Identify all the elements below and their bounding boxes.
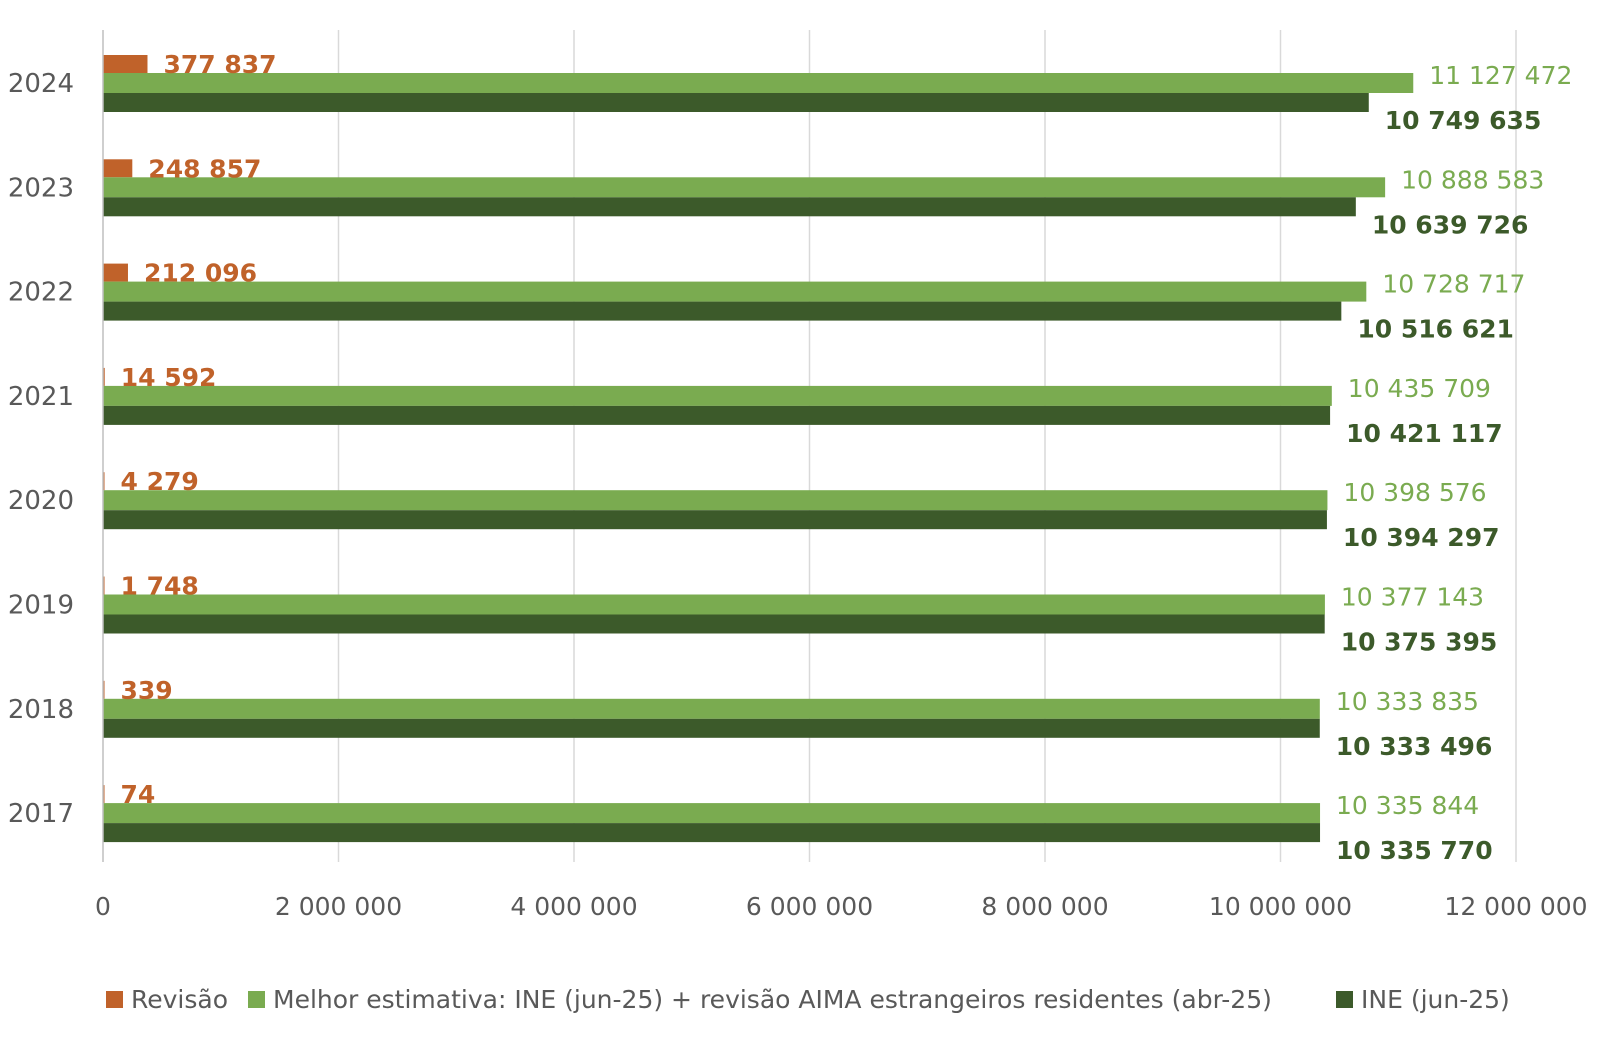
x-tick-label: 2 000 000 xyxy=(275,892,402,921)
data-label-revisao: 4 279 xyxy=(121,467,199,496)
bar-ine xyxy=(103,197,1356,217)
bar-ine xyxy=(103,510,1327,530)
data-label-ine: 10 516 621 xyxy=(1357,315,1514,344)
axes: 0 2 000 000 4 000 000 6 000 000 8 000 000 10 … xyxy=(8,30,1588,921)
data-label-melhor-estimativa: 10 333 835 xyxy=(1336,687,1479,716)
legend-label-ine: INE (jun-25) xyxy=(1361,985,1510,1014)
legend-swatch-melhor-estimativa xyxy=(248,991,265,1008)
bar-ine xyxy=(103,301,1342,321)
data-label-ine: 10 394 297 xyxy=(1343,523,1500,552)
data-label-revisao: 212 096 xyxy=(144,259,257,288)
x-tick-label: 10 000 000 xyxy=(1209,892,1352,921)
bar-melhor-estimativa xyxy=(103,177,1386,198)
data-label-melhor-estimativa: 10 435 709 xyxy=(1348,374,1491,403)
y-category-label: 2018 xyxy=(8,695,74,725)
x-tick-label: 0 xyxy=(95,892,111,921)
bar-revisao xyxy=(103,159,133,178)
bars xyxy=(103,55,1414,843)
legend-swatch-ine xyxy=(1336,991,1353,1008)
bar-melhor-estimativa xyxy=(103,73,1414,93)
data-label-revisao: 14 592 xyxy=(121,363,217,392)
bar-melhor-estimativa xyxy=(103,281,1367,302)
bar-melhor-estimativa xyxy=(103,490,1328,511)
data-label-ine: 10 749 635 xyxy=(1385,106,1542,135)
data-label-revisao: 74 xyxy=(121,780,156,809)
bar-ine xyxy=(103,93,1369,112)
bar-ine xyxy=(103,718,1320,738)
y-category-label: 2021 xyxy=(8,382,74,412)
bar-melhor-estimativa xyxy=(103,385,1332,406)
bar-revisao xyxy=(103,367,105,386)
data-label-revisao: 339 xyxy=(121,676,173,705)
bar-revisao xyxy=(103,55,148,73)
data-label-ine: 10 335 770 xyxy=(1336,836,1493,865)
y-category-label: 2020 xyxy=(8,486,74,516)
data-labels: 377 837 11 127 472 10 749 635 248 857 10 888… xyxy=(121,50,1573,865)
y-category-label: 2017 xyxy=(8,799,74,829)
bar-ine xyxy=(103,405,1331,425)
y-category-label: 2019 xyxy=(8,591,74,621)
x-tick-label: 8 000 000 xyxy=(981,892,1108,921)
data-label-melhor-estimativa: 10 728 717 xyxy=(1382,270,1525,299)
y-category-label: 2022 xyxy=(8,278,74,308)
legend: Revisão Melhor estimativa: INE (jun-25) +… xyxy=(106,985,1510,1014)
data-label-ine: 10 375 395 xyxy=(1341,628,1498,657)
bar-melhor-estimativa xyxy=(103,594,1325,615)
x-tick-label: 6 000 000 xyxy=(746,892,873,921)
bar-revisao xyxy=(103,263,128,282)
data-label-melhor-estimativa: 10 377 143 xyxy=(1341,583,1484,612)
x-tick-label: 12 000 000 xyxy=(1444,892,1587,921)
data-label-ine: 10 333 496 xyxy=(1336,732,1493,761)
data-label-melhor-estimativa: 10 398 576 xyxy=(1343,478,1486,507)
data-label-melhor-estimativa: 11 127 472 xyxy=(1429,61,1572,90)
bar-melhor-estimativa xyxy=(103,698,1320,719)
bar-melhor-estimativa xyxy=(103,803,1321,824)
data-label-revisao: 1 748 xyxy=(121,572,199,601)
y-category-label: 2023 xyxy=(8,173,74,203)
legend-swatch-revisao xyxy=(106,991,123,1008)
bar-ine xyxy=(103,823,1321,843)
legend-label-melhor-estimativa: Melhor estimativa: INE (jun-25) + revisã… xyxy=(273,985,1272,1014)
data-label-ine: 10 639 726 xyxy=(1372,210,1529,239)
data-label-revisao: 377 837 xyxy=(163,50,276,79)
data-label-melhor-estimativa: 10 335 844 xyxy=(1336,791,1479,820)
legend-label-revisao: Revisão xyxy=(131,985,228,1014)
y-category-label: 2024 xyxy=(8,69,74,99)
data-label-ine: 10 421 117 xyxy=(1346,419,1503,448)
x-tick-label: 4 000 000 xyxy=(510,892,637,921)
bar-ine xyxy=(103,614,1325,634)
data-label-revisao: 248 857 xyxy=(148,154,261,183)
data-label-melhor-estimativa: 10 888 583 xyxy=(1401,165,1544,194)
